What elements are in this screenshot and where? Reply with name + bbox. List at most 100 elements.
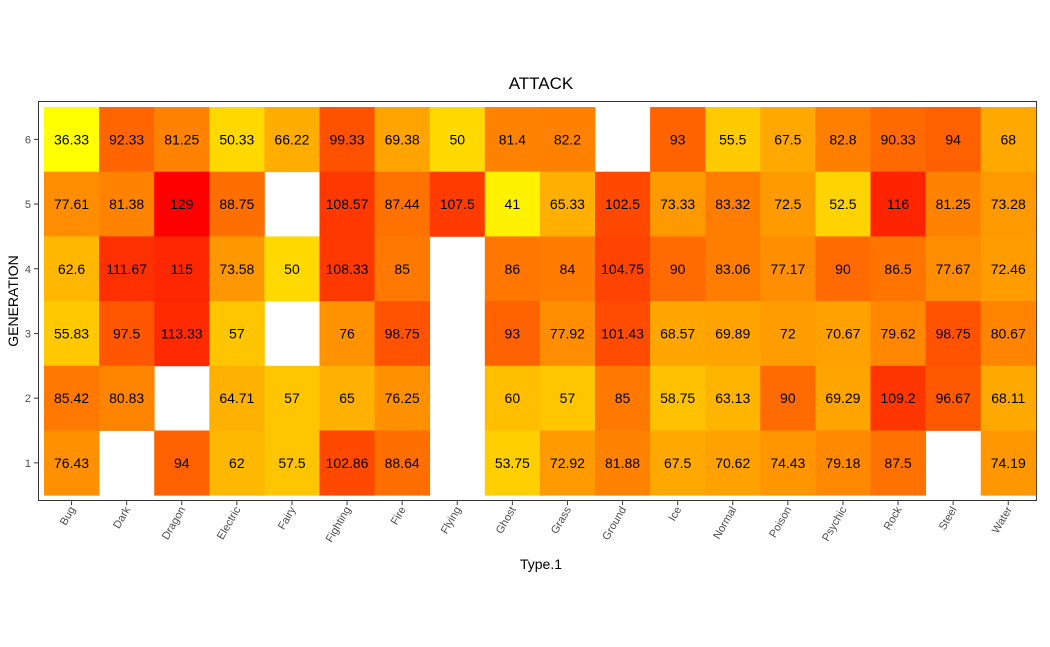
heatmap-cell (209, 430, 265, 496)
heatmap-cell (319, 107, 375, 173)
cell-value-label: 101.43 (601, 325, 644, 341)
cell-value-label: 70.62 (715, 455, 750, 471)
cell-value-label: 73.58 (219, 261, 254, 277)
heatmap-cell (374, 430, 431, 496)
cell-value-label: 72 (780, 325, 796, 341)
heatmap-cell (595, 430, 651, 496)
cell-value-label: 50 (284, 261, 300, 277)
x-tick-label: Psychic (820, 504, 850, 543)
cell-value-label: 57 (229, 325, 245, 341)
heatmap-cell (705, 236, 761, 302)
heatmap-cell (154, 171, 210, 237)
cell-value-label: 86 (505, 261, 521, 277)
x-tick-label: Ice (667, 505, 685, 524)
cell-value-label: 76.25 (385, 390, 420, 406)
heatmap-cell (980, 171, 1037, 237)
cell-value-label: 68 (1000, 131, 1016, 147)
cell-value-label: 108.57 (326, 196, 369, 212)
heatmap-cell (815, 430, 871, 496)
cell-value-label: 129 (170, 196, 194, 212)
cell-value-label: 57.5 (278, 455, 305, 471)
cell-value-label: 87.44 (385, 196, 420, 212)
heatmap-cell (99, 301, 155, 367)
cell-value-label: 82.8 (829, 131, 856, 147)
cell-value-label: 72.46 (991, 261, 1026, 277)
x-tick-label: Rock (882, 504, 905, 532)
x-tick-label: Ghost (494, 505, 519, 536)
cell-value-label: 92.33 (109, 131, 144, 147)
cell-value-label: 70.67 (825, 325, 860, 341)
cell-value-label: 60 (505, 390, 521, 406)
heatmap-cell (319, 365, 375, 431)
heatmap-cell (484, 301, 541, 367)
heatmap-cell (44, 236, 100, 302)
cell-value-label: 90.33 (881, 131, 916, 147)
x-tick-label: Dragon (160, 505, 188, 542)
chart-title: ATTACK (509, 74, 574, 93)
cell-value-label: 83.32 (715, 196, 750, 212)
heatmap-cell (760, 430, 816, 496)
cell-value-label: 97.5 (113, 325, 140, 341)
cell-value-label: 90 (835, 261, 851, 277)
heatmap-cell (319, 301, 375, 367)
cell-value-label: 68.57 (660, 325, 695, 341)
heatmap-cell (44, 171, 100, 237)
heatmap-cell (374, 107, 431, 173)
cell-value-label: 77.67 (936, 261, 971, 277)
heatmap-cell (264, 365, 320, 431)
cell-value-label: 88.75 (219, 196, 254, 212)
x-tick-label: Fairy (276, 504, 299, 532)
heatmap-cell (595, 365, 651, 431)
heatmap-cell (650, 171, 706, 237)
cell-value-label: 72.92 (550, 455, 585, 471)
heatmap-cell (980, 107, 1037, 173)
cell-value-label: 67.5 (774, 131, 801, 147)
cell-value-label: 93 (505, 325, 521, 341)
y-tick-label: 1 (25, 458, 31, 470)
y-tick-label: 5 (25, 199, 31, 211)
y-tick-label: 3 (25, 328, 31, 340)
heatmap-cell (539, 301, 596, 367)
cell-value-label: 76.43 (54, 455, 89, 471)
cell-value-label: 90 (780, 390, 796, 406)
cell-value-label: 107.5 (440, 196, 475, 212)
heatmap-cell (484, 430, 541, 496)
x-tick-label: Normal (711, 505, 739, 542)
heatmap-cell (815, 236, 871, 302)
cell-value-label: 69.38 (385, 131, 420, 147)
heatmap-cell (209, 171, 265, 237)
cell-value-label: 87.5 (884, 455, 911, 471)
heatmap-cell (99, 365, 155, 431)
cell-value-label: 55.83 (54, 325, 89, 341)
x-tick-label: Fighting (324, 505, 354, 545)
heatmap-cell (925, 301, 982, 367)
cell-value-label: 113.33 (161, 325, 203, 341)
cell-value-label: 82.2 (554, 131, 581, 147)
heatmap-cell (815, 365, 871, 431)
heatmap-cell (760, 107, 816, 173)
heatmap-cell (44, 430, 100, 496)
heatmap-cell (484, 365, 541, 431)
cell-value-label: 62 (229, 455, 245, 471)
heatmap-cell (264, 107, 320, 173)
heatmap-cell (705, 301, 761, 367)
x-tick-label: Bug (58, 505, 78, 528)
heatmap-cell (44, 107, 100, 173)
heatmap-cell (650, 430, 706, 496)
x-tick-label: Dark (111, 504, 133, 531)
cell-value-label: 102.5 (605, 196, 640, 212)
heatmap-cell (429, 171, 486, 237)
heatmap-cell (209, 301, 265, 367)
x-tick-label: Electric (215, 504, 244, 542)
cell-value-label: 65.33 (550, 196, 585, 212)
heatmap-cell (319, 236, 375, 302)
cell-value-label: 115 (171, 261, 194, 277)
cell-value-label: 77.17 (770, 261, 805, 277)
heatmap-cell (154, 107, 210, 173)
heatmap-cell (760, 171, 816, 237)
cell-value-label: 69.29 (825, 390, 860, 406)
cell-value-label: 84 (560, 261, 576, 277)
cell-value-label: 53.75 (495, 455, 530, 471)
heatmap-cell (484, 107, 541, 173)
